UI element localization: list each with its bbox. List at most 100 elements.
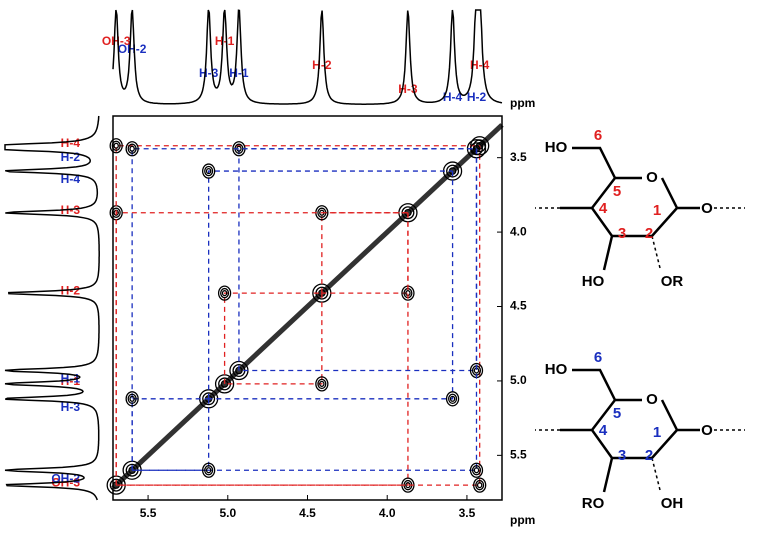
- struct-text: HO: [545, 139, 568, 156]
- x-tick-label: 5.5: [140, 506, 157, 520]
- top-label: OH-3: [102, 34, 131, 48]
- contour: [205, 467, 212, 474]
- cross-peak: [202, 462, 216, 478]
- top-label: H-2: [467, 90, 487, 104]
- x-axis-label: ppm: [510, 513, 535, 527]
- coupling-line: [132, 148, 478, 471]
- contour: [202, 392, 216, 406]
- top-label: H-4: [470, 58, 490, 72]
- x-tick-label: 3.5: [459, 506, 476, 520]
- contour: [202, 163, 216, 179]
- contour: [221, 290, 228, 297]
- projection-top: [112, 9, 503, 105]
- contour: [129, 395, 135, 402]
- struct-text: OR: [661, 273, 684, 290]
- contour: [449, 395, 456, 402]
- left-label: H-4: [61, 136, 81, 150]
- coupling-line: [208, 170, 453, 399]
- projection-left: [4, 115, 100, 501]
- contour: [317, 378, 327, 390]
- cross-peak: [125, 141, 139, 157]
- top-label: H-1: [215, 34, 235, 48]
- struct-text: 4: [599, 422, 608, 439]
- structure-top: HO 6 5 O 4 1 O 3 2 HO OR: [535, 127, 745, 290]
- contour: [204, 465, 214, 476]
- cross-peak: [217, 285, 232, 301]
- struct-text: O: [646, 391, 658, 408]
- cross-peak: [202, 163, 216, 179]
- contour: [446, 164, 460, 178]
- contour: [471, 465, 482, 476]
- contour: [125, 391, 139, 407]
- contour: [129, 145, 135, 152]
- struct-text: 2: [645, 447, 653, 464]
- coupling-line: [224, 293, 323, 385]
- struct-text: 2: [645, 225, 653, 242]
- cross-peak: [469, 462, 484, 478]
- cross-peak: [315, 376, 329, 392]
- contour: [113, 142, 119, 149]
- contour: [469, 462, 484, 478]
- bonds: [560, 146, 700, 271]
- contour: [445, 391, 460, 407]
- struct-text: 3: [618, 225, 626, 242]
- cross-peak: [109, 138, 123, 154]
- top-label: H-2: [312, 58, 332, 72]
- struct-text: 1: [653, 424, 661, 441]
- struct-text: O: [646, 169, 658, 186]
- coupling-line: [223, 292, 322, 384]
- y-tick-label: 4.5: [510, 299, 527, 313]
- coupling-line: [321, 212, 409, 294]
- contour: [125, 141, 139, 157]
- struct-text: 6: [594, 127, 602, 144]
- cross-peak: [125, 391, 139, 407]
- contour: [220, 287, 230, 299]
- struct-text: HO: [582, 273, 605, 290]
- struct-text: O: [701, 422, 713, 439]
- contour: [315, 376, 329, 392]
- contour: [109, 138, 123, 154]
- struct-text: HO: [545, 361, 568, 378]
- y-tick-label: 5.5: [510, 448, 527, 462]
- struct-text: OH: [661, 495, 684, 512]
- contour: [475, 479, 485, 491]
- bonds: [560, 368, 700, 493]
- dashed-bonds: [535, 429, 745, 491]
- y-axis-label: ppm: [510, 96, 535, 110]
- x-tick-label: 4.0: [379, 506, 396, 520]
- x-tick-label: 5.0: [219, 506, 236, 520]
- top-label: H-1: [229, 66, 249, 80]
- contour: [217, 285, 232, 301]
- contour: [127, 393, 137, 404]
- struct-text: 1: [653, 202, 661, 219]
- coupling-line: [131, 148, 477, 471]
- x-tick-label: 4.5: [299, 506, 316, 520]
- contour: [448, 393, 458, 404]
- contour: [205, 167, 212, 175]
- struct-text: O: [701, 200, 713, 217]
- struct-text: 5: [613, 405, 621, 422]
- y-tick-label: 4.0: [510, 224, 527, 238]
- top-label: H-3: [199, 66, 219, 80]
- contour: [473, 467, 480, 474]
- left-label: H-1: [61, 374, 81, 388]
- contour: [127, 143, 137, 154]
- top-label: OH-2: [118, 42, 147, 56]
- cross-peak: [473, 477, 487, 493]
- cross-peak: [445, 391, 460, 407]
- dashed-bonds: [535, 207, 745, 269]
- contour: [202, 462, 216, 478]
- struct-text: 4: [599, 200, 608, 217]
- structure-bottom: HO 6 5 O 4 1 O 3 2 RO OH: [535, 349, 745, 512]
- struct-text: 3: [618, 447, 626, 464]
- struct-text: 6: [594, 349, 602, 366]
- contour: [476, 482, 483, 489]
- y-tick-label: 3.5: [510, 150, 527, 164]
- struct-text: 5: [613, 183, 621, 200]
- contour: [204, 165, 214, 177]
- contour: [111, 140, 121, 151]
- coupling-line: [208, 171, 454, 400]
- contour: [473, 477, 487, 493]
